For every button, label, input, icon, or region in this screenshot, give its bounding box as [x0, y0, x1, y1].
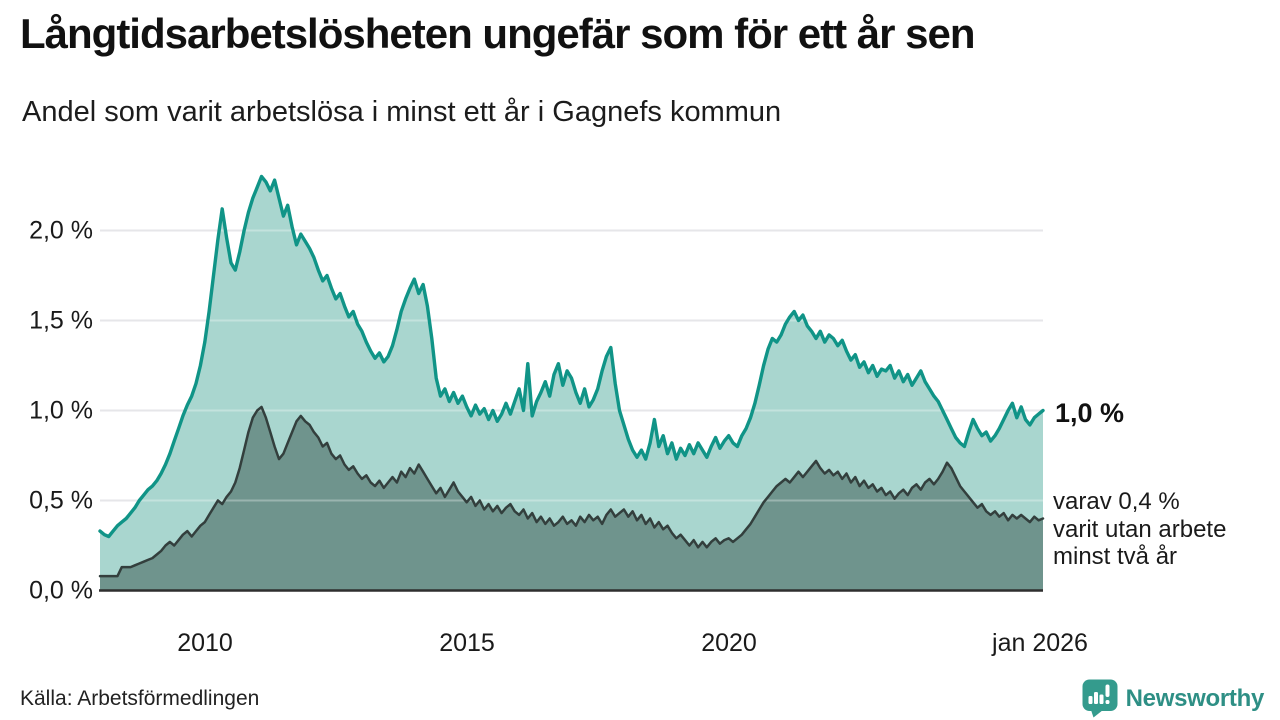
x-axis-label: 2020 — [701, 629, 757, 657]
sub-annotation-line: varav 0,4 % — [1053, 488, 1180, 515]
sub-annotation: varav 0,4 % varit utan arbete minst två … — [1053, 488, 1226, 571]
page-title: Långtidsarbetslösheten ungefär som för e… — [20, 10, 976, 57]
x-axis-label: 2015 — [439, 629, 495, 657]
sub-annotation-line: minst två år — [1053, 543, 1178, 570]
source-note: Källa: Arbetsförmedlingen — [20, 687, 260, 710]
sub-annotation-line: varit utan arbete — [1053, 515, 1227, 543]
latest-value-label: 1,0 % — [1055, 398, 1125, 428]
y-axis-label: 1,5 % — [29, 306, 93, 334]
x-axis-label: 2010 — [177, 629, 233, 657]
y-axis-label: 0,0 % — [29, 576, 93, 604]
y-axis-label: 1,0 % — [29, 396, 93, 424]
page-subtitle: Andel som varit arbetslösa i minst ett å… — [22, 96, 782, 128]
y-axis-label: 0,5 % — [29, 486, 93, 514]
newsworthy-wordmark: Newsworthy — [1125, 684, 1265, 712]
newsworthy-logo-icon — [1082, 679, 1118, 718]
x-axis-label: jan 2026 — [992, 629, 1088, 657]
y-axis-label: 2,0 % — [29, 216, 93, 244]
newsworthy-logo: Newsworthy — [1082, 679, 1264, 718]
